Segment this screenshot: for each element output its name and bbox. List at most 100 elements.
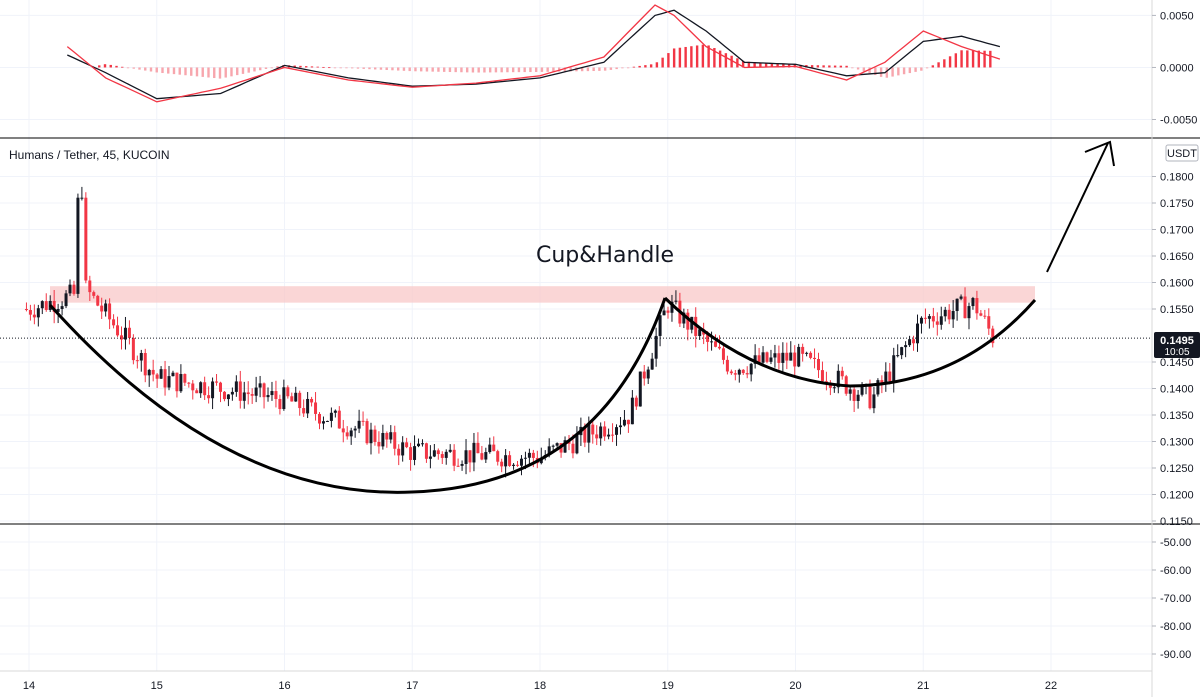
candle-body xyxy=(270,391,274,396)
macd-histogram-bar xyxy=(149,67,153,72)
macd-histogram-bar xyxy=(546,67,549,72)
candle-body xyxy=(345,432,349,437)
candle-body xyxy=(159,369,163,379)
macd-histogram-bar xyxy=(667,53,670,68)
candle-body xyxy=(848,389,852,394)
candle-body xyxy=(211,381,215,399)
candle-body xyxy=(131,337,135,361)
macd-histogram-bar xyxy=(799,64,802,68)
candle-body xyxy=(349,430,353,437)
macd-histogram-bar xyxy=(316,66,319,68)
candle-body xyxy=(809,352,813,358)
candle-body xyxy=(662,310,666,316)
candle-body xyxy=(230,391,234,395)
macd-histogram-bar xyxy=(529,67,532,73)
candle-body xyxy=(464,450,468,464)
candle-body xyxy=(250,394,254,396)
oscillator-y-tick-label: -50.00 xyxy=(1160,537,1191,549)
candle-body xyxy=(207,395,211,399)
macd-histogram-bar xyxy=(356,67,360,69)
candle-body xyxy=(337,410,341,429)
candle-body xyxy=(935,321,939,325)
macd-histogram-bar xyxy=(115,65,118,68)
candle-body xyxy=(591,424,595,435)
candle-body xyxy=(76,197,80,294)
candle-body xyxy=(765,352,769,362)
candle-body xyxy=(900,347,904,356)
candle-body xyxy=(432,450,436,457)
macd-histogram-bar xyxy=(138,67,141,70)
candle-body xyxy=(725,359,729,372)
candle-body xyxy=(155,374,159,379)
currency-badge[interactable]: USDT xyxy=(1165,144,1199,162)
candle-body xyxy=(757,355,761,363)
candle-body xyxy=(357,420,361,429)
candle-body xyxy=(836,370,840,388)
candle-body xyxy=(698,329,702,336)
price-y-tick-label: 0.1400 xyxy=(1160,384,1194,396)
candle-body xyxy=(789,352,793,361)
macd-histogram-bar xyxy=(310,66,314,68)
candle-body xyxy=(555,443,559,446)
candle-body xyxy=(282,387,286,410)
macd-y-tick-label: 0.0050 xyxy=(1160,10,1194,22)
candle-body xyxy=(333,410,337,413)
macd-histogram-bar xyxy=(276,66,279,68)
candle-body xyxy=(377,441,381,447)
macd-histogram-bar xyxy=(494,67,498,73)
macd-histogram-bar xyxy=(442,67,446,72)
candle-body xyxy=(405,442,409,448)
macd-histogram-bar xyxy=(264,67,268,70)
macd-histogram-bar xyxy=(971,50,975,68)
candle-body xyxy=(523,457,527,459)
candle-body xyxy=(583,426,587,443)
macd-histogram-bar xyxy=(764,62,768,68)
cup-handle-drawing[interactable] xyxy=(48,296,1037,494)
macd-panel[interactable] xyxy=(66,4,1001,103)
candle-body xyxy=(183,374,187,383)
macd-histogram-bar xyxy=(517,67,521,73)
candle-body xyxy=(222,391,226,400)
candle-body xyxy=(302,408,306,414)
candle-body xyxy=(195,390,199,394)
candle-body xyxy=(888,371,892,382)
macd-histogram-bar xyxy=(937,62,940,68)
macd-histogram-bar xyxy=(580,67,584,72)
candle-body xyxy=(603,426,607,437)
price-scale[interactable]: 0.0050 0.0000 -0.0050 0.1800 0.1750 0.1700 0.1… xyxy=(1152,10,1197,661)
macd-histogram-bar xyxy=(649,64,653,68)
macd-histogram-bar xyxy=(678,47,682,68)
candle-body xyxy=(896,355,900,357)
candle-body xyxy=(472,442,476,463)
candle-body xyxy=(116,325,120,336)
time-scale[interactable]: 14 15 16 17 18 19 20 21 22 xyxy=(23,680,1057,692)
candle-body xyxy=(706,334,710,342)
candle-body xyxy=(310,398,314,403)
candle-body xyxy=(44,301,48,310)
candle-body xyxy=(512,464,516,466)
macd-y-tick-label: -0.0050 xyxy=(1160,115,1197,127)
candle-body xyxy=(931,316,935,322)
candle-body xyxy=(781,352,785,363)
candle-body xyxy=(409,447,413,460)
macd-histogram-bar xyxy=(172,67,176,75)
candle-body xyxy=(745,373,749,375)
breakout-arrow[interactable] xyxy=(1046,140,1115,273)
grid xyxy=(0,0,1152,671)
candle-body xyxy=(626,419,630,425)
x-tick-label: 19 xyxy=(662,680,674,692)
macd-histogram-bar xyxy=(247,67,250,73)
candle-body xyxy=(167,376,171,388)
macd-histogram-bar xyxy=(914,67,917,72)
macd-histogram-bar xyxy=(626,67,630,69)
macd-histogram-bar xyxy=(293,65,296,68)
candle-body xyxy=(646,369,650,379)
symbol-title[interactable]: Humans / Tether, 45, KUCOIN xyxy=(9,148,170,162)
macd-histogram-bar xyxy=(144,67,147,71)
macd-histogram-bar xyxy=(236,67,239,76)
candle-body xyxy=(254,387,258,396)
candle-body xyxy=(527,452,531,458)
candle-body xyxy=(112,319,116,326)
macd-histogram-bar xyxy=(741,60,745,68)
